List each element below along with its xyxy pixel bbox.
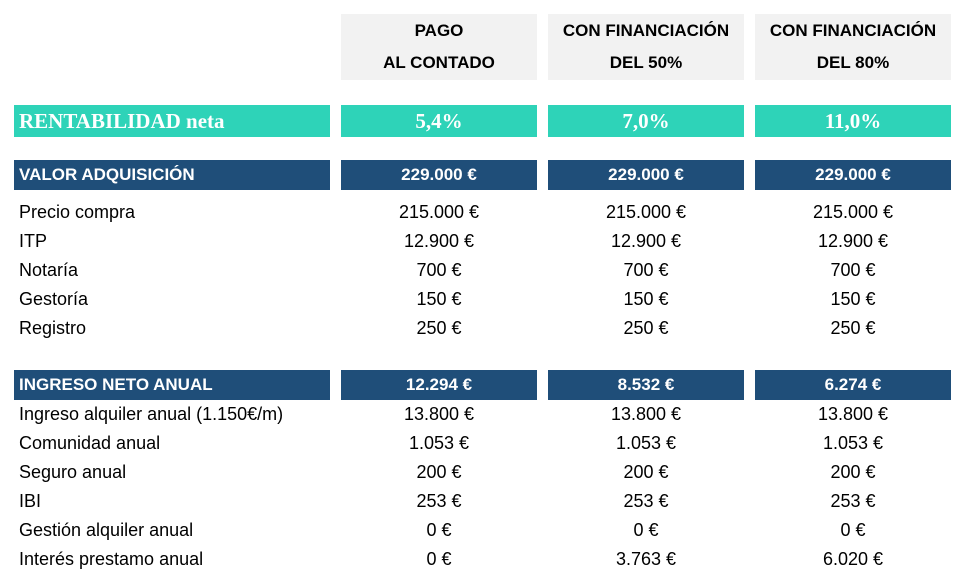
ingreso-neto-total-50: 8.532 € <box>548 370 744 400</box>
table-row-label: Notaría <box>19 260 79 280</box>
table-row-label: Seguro anual <box>19 462 127 482</box>
valor-adquisicion-total-80: 229.000 € <box>755 160 951 190</box>
column-header-line2: DEL 80% <box>816 53 890 72</box>
column-header-line1: CON FINANCIACIÓN <box>562 21 730 40</box>
valor-adquisicion-header: VALOR ADQUISICIÓN <box>14 160 330 190</box>
rentabilidad-label: RENTABILIDAD neta <box>14 105 330 137</box>
table-cell: 13.800 € <box>403 404 475 424</box>
table-cell: 215.000 € <box>398 202 480 222</box>
table-row-label: ITP <box>19 231 48 251</box>
table-row-label: Precio compra <box>19 202 136 222</box>
column-header-line2: DEL 50% <box>609 53 683 72</box>
column-header-line2: AL CONTADO <box>383 53 495 72</box>
table-row-label: Gestoría <box>19 289 89 309</box>
table-cell: 215.000 € <box>812 202 894 222</box>
table-cell: 0 € <box>426 520 452 540</box>
table-row-label: Interés prestamo anual <box>19 549 204 569</box>
table-cell: 12.900 € <box>817 231 889 251</box>
table-cell: 215.000 € <box>605 202 687 222</box>
rentabilidad-value-contado: 5,4% <box>341 105 537 137</box>
table-cell: 250 € <box>416 318 462 338</box>
table-cell: 253 € <box>416 491 462 511</box>
column-header-contado: PAGO AL CONTADO <box>341 14 537 80</box>
table-cell: 13.800 € <box>610 404 682 424</box>
ingreso-neto-total-80: 6.274 € <box>755 370 951 400</box>
table-row-label: Registro <box>19 318 87 338</box>
valor-adquisicion-total-50: 229.000 € <box>548 160 744 190</box>
table-row-label: Comunidad anual <box>19 433 161 453</box>
table-cell: 150 € <box>623 289 669 309</box>
table-cell: 3.763 € <box>615 549 677 569</box>
table-cell: 12.900 € <box>610 231 682 251</box>
table-cell: 700 € <box>830 260 876 280</box>
table-cell: 200 € <box>416 462 462 482</box>
table-cell: 253 € <box>830 491 876 511</box>
table-cell: 250 € <box>623 318 669 338</box>
table-cell: 0 € <box>633 520 659 540</box>
table-cell: 150 € <box>416 289 462 309</box>
table-cell: 200 € <box>623 462 669 482</box>
column-header-financiacion-50: CON FINANCIACIÓN DEL 50% <box>548 14 744 80</box>
table-cell: 150 € <box>830 289 876 309</box>
table-cell: 13.800 € <box>817 404 889 424</box>
column-header-line1: CON FINANCIACIÓN <box>769 21 937 40</box>
table-cell: 700 € <box>416 260 462 280</box>
rentabilidad-value-50: 7,0% <box>548 105 744 137</box>
ingreso-neto-total-contado: 12.294 € <box>341 370 537 400</box>
table-cell: 12.900 € <box>403 231 475 251</box>
table-cell: 1.053 € <box>615 433 677 453</box>
table-cell: 253 € <box>623 491 669 511</box>
rentabilidad-value-80: 11,0% <box>755 105 951 137</box>
table-cell: 1.053 € <box>822 433 884 453</box>
table-cell: 1.053 € <box>408 433 470 453</box>
table-row-label: Gestión alquiler anual <box>19 520 194 540</box>
valor-adquisicion-total-contado: 229.000 € <box>341 160 537 190</box>
table-row-label: Ingreso alquiler anual (1.150€/m) <box>19 404 284 424</box>
table-cell: 0 € <box>840 520 866 540</box>
table-row-label: IBI <box>19 491 42 511</box>
column-header-line1: PAGO <box>414 21 464 40</box>
ingreso-neto-header: INGRESO NETO ANUAL <box>14 370 330 400</box>
table-cell: 250 € <box>830 318 876 338</box>
table-cell: 6.020 € <box>822 549 884 569</box>
table-cell: 700 € <box>623 260 669 280</box>
table-cell: 0 € <box>426 549 452 569</box>
table-cell: 200 € <box>830 462 876 482</box>
column-header-financiacion-80: CON FINANCIACIÓN DEL 80% <box>755 14 951 80</box>
